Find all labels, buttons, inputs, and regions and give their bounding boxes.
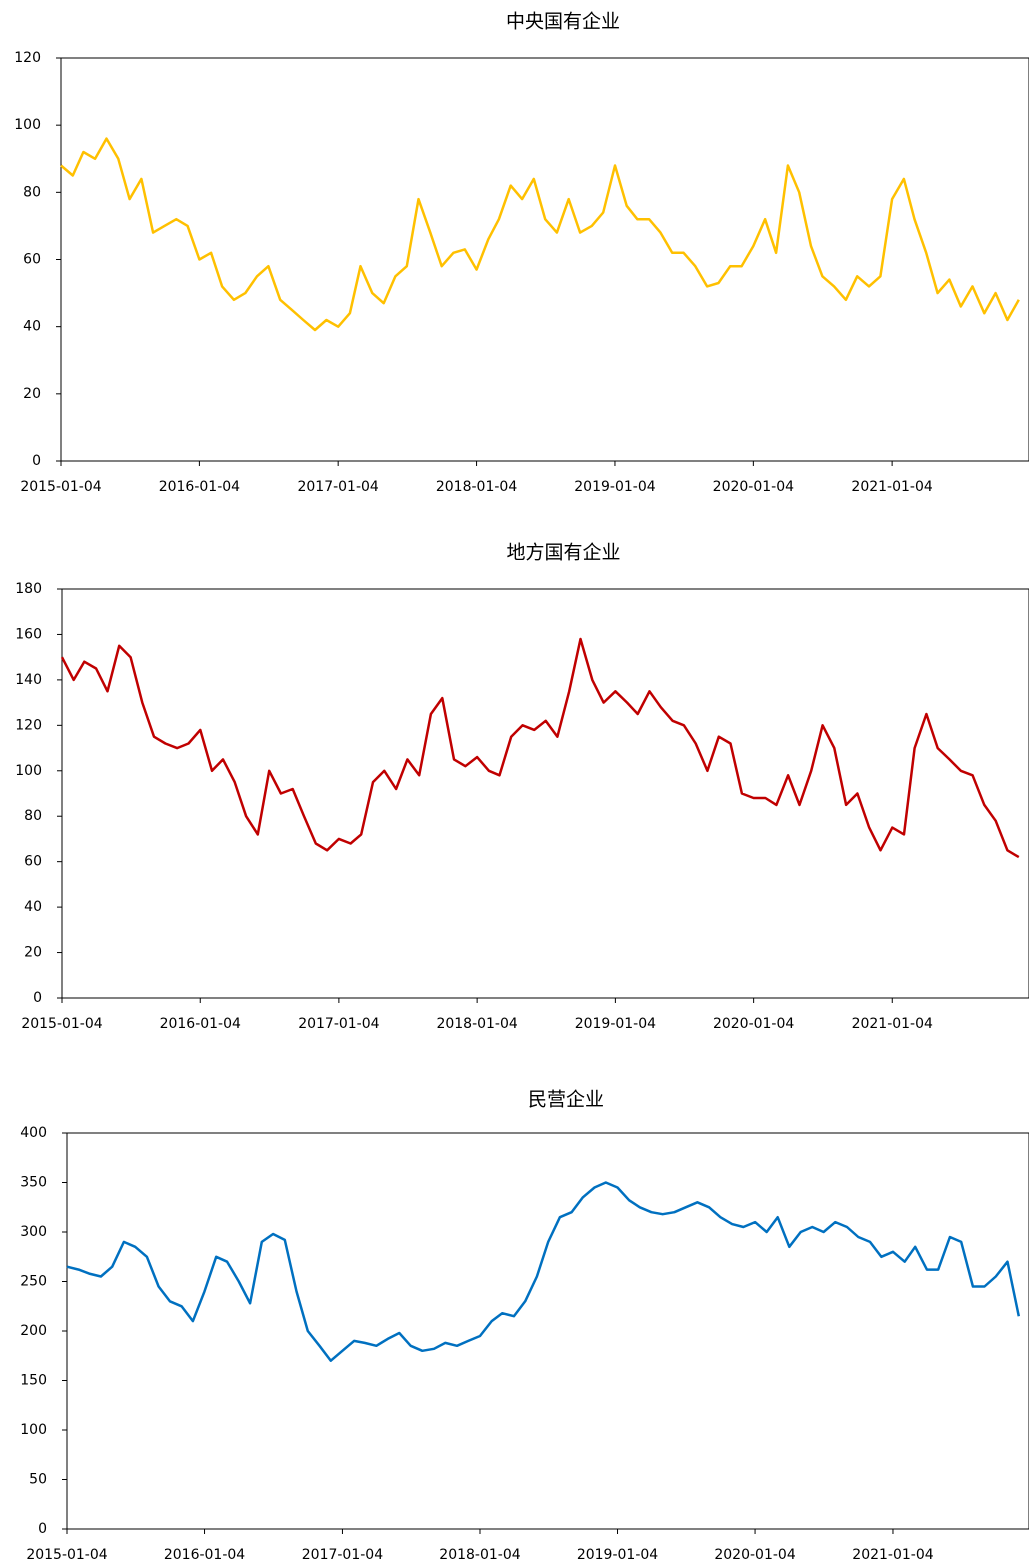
x-tick-label: 2016-01-04 <box>164 1547 245 1562</box>
y-tick-label: 400 <box>20 1125 47 1141</box>
data-line <box>60 137 1020 332</box>
y-tick-label: 40 <box>23 319 41 335</box>
y-tick-label: 100 <box>14 117 41 133</box>
x-tick-label: 2019-01-04 <box>574 479 655 495</box>
x-tick-label: 2021-01-04 <box>852 1016 933 1032</box>
y-tick-label: 0 <box>33 990 42 1006</box>
y-tick-label: 120 <box>15 717 42 733</box>
x-tick-label: 2021-01-04 <box>852 1547 933 1562</box>
y-tick-label: 60 <box>23 252 41 268</box>
y-tick-label: 300 <box>20 1224 47 1240</box>
x-tick-label: 2018-01-04 <box>436 1016 517 1032</box>
x-tick-label: 2019-01-04 <box>575 1016 656 1032</box>
x-tick-label: 2015-01-04 <box>26 1547 107 1562</box>
x-tick-label: 2017-01-04 <box>297 479 378 495</box>
y-tick-label: 250 <box>20 1274 47 1290</box>
plot-frame <box>61 588 1029 999</box>
y-tick-label: 150 <box>20 1373 47 1389</box>
plot-frame <box>66 1132 1029 1530</box>
x-tick-label: 2020-01-04 <box>714 1547 795 1562</box>
y-tick-label: 0 <box>38 1521 47 1537</box>
x-tick-label: 2015-01-04 <box>20 479 101 495</box>
y-tick-label: 50 <box>29 1472 47 1488</box>
y-tick-label: 0 <box>32 453 41 469</box>
y-tick-label: 80 <box>23 184 41 200</box>
x-tick-label: 2017-01-04 <box>302 1547 383 1562</box>
x-tick-label: 2020-01-04 <box>713 1016 794 1032</box>
y-tick-label: 140 <box>15 672 42 688</box>
y-tick-label: 100 <box>15 763 42 779</box>
x-tick-label: 2018-01-04 <box>436 479 517 495</box>
y-tick-label: 120 <box>14 50 41 66</box>
y-tick-label: 20 <box>24 945 42 961</box>
y-tick-label: 180 <box>15 581 42 597</box>
y-tick-label: 160 <box>15 626 42 642</box>
data-line <box>66 1181 1021 1362</box>
x-tick-label: 2019-01-04 <box>577 1547 658 1562</box>
y-tick-label: 350 <box>20 1175 47 1191</box>
y-tick-label: 60 <box>24 854 42 870</box>
x-tick-label: 2015-01-04 <box>21 1016 102 1032</box>
x-tick-label: 2017-01-04 <box>298 1016 379 1032</box>
x-tick-label: 2016-01-04 <box>160 1016 241 1032</box>
x-tick-label: 2018-01-04 <box>439 1547 520 1562</box>
y-tick-label: 100 <box>20 1422 47 1438</box>
chart-title: 地方国有企业 <box>506 542 620 564</box>
y-tick-label: 80 <box>24 808 42 824</box>
y-tick-label: 200 <box>20 1323 47 1339</box>
chart-title: 民营企业 <box>528 1089 604 1111</box>
x-tick-label: 2016-01-04 <box>159 479 240 495</box>
y-tick-label: 20 <box>23 386 41 402</box>
chart-title: 中央国有企业 <box>506 11 620 33</box>
x-tick-label: 2020-01-04 <box>713 479 794 495</box>
x-tick-label: 2021-01-04 <box>851 479 932 495</box>
data-line <box>60 637 1020 859</box>
y-tick-label: 40 <box>24 899 42 915</box>
